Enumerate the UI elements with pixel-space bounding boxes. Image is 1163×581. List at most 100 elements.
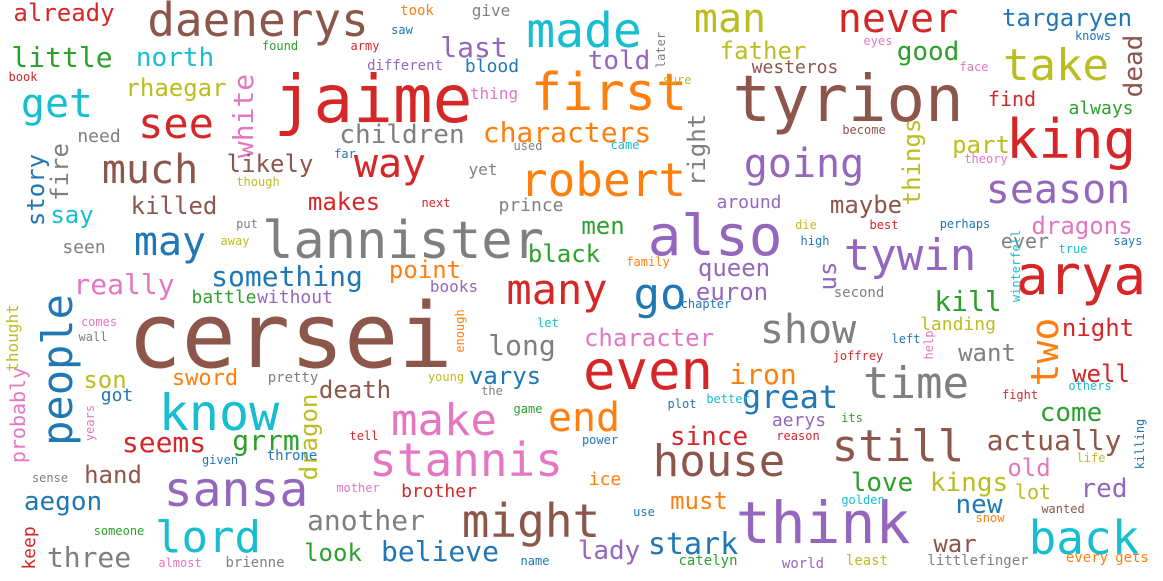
word-may: may [133, 219, 207, 265]
word-dragon: dragon [295, 393, 323, 481]
word-maybe: maybe [829, 191, 903, 219]
word-characters: characters [482, 116, 652, 149]
word-people: people [33, 294, 82, 446]
word-show: show [759, 307, 857, 353]
word-iron: iron [729, 358, 797, 391]
word-much: much [101, 147, 199, 193]
word-around: around [716, 192, 782, 213]
word-love: love [850, 468, 914, 498]
word-next: next [421, 196, 451, 210]
word-later: later [654, 31, 668, 69]
word-face: face [959, 60, 989, 74]
word-far: far [334, 147, 356, 161]
word-winterfell: winterfell [1009, 229, 1023, 303]
word-believe: believe [380, 535, 500, 568]
word-going: going [743, 141, 865, 187]
word-left: left [891, 332, 921, 346]
word-wall: wall [78, 330, 108, 344]
word-tell: tell [349, 429, 379, 443]
word-die: die [795, 218, 817, 232]
word-say: say [50, 201, 94, 229]
word-golden: golden [841, 493, 885, 507]
word-landing: landing [920, 314, 996, 335]
word-wanted: wanted [1041, 502, 1085, 516]
word-great: great [741, 378, 839, 416]
word-queen: queen [697, 254, 771, 282]
word-joffrey: joffrey [832, 349, 884, 363]
word-give: give [471, 1, 511, 20]
word-blood: blood [464, 56, 520, 77]
word-want: want [958, 339, 1016, 367]
word-point: point [388, 256, 462, 284]
word-army: army [350, 39, 380, 53]
word-books: books [429, 277, 479, 296]
word-see: see [138, 99, 214, 148]
word-come: come [1039, 398, 1103, 428]
word-time: time [863, 358, 969, 409]
word-best: best [869, 218, 899, 232]
word-gets: gets [1115, 550, 1149, 566]
word-someone: someone [93, 524, 145, 538]
word-family: family [626, 255, 670, 269]
word-even: even [582, 339, 714, 402]
word-came: came [610, 138, 640, 152]
word-two: two [1023, 317, 1067, 387]
word-probably: probably [6, 366, 30, 464]
word-new: new [955, 490, 1003, 520]
word-white: white [227, 73, 260, 159]
word-death: death [318, 376, 392, 404]
word-man: man [693, 0, 767, 42]
word-always: always [1068, 98, 1134, 119]
word-part: part [952, 131, 1010, 159]
word-dragons: dragons [1031, 212, 1133, 240]
word-get: get [20, 81, 94, 127]
word-prince: prince [498, 195, 564, 216]
word-men: men [581, 212, 625, 240]
word-found: found [261, 39, 299, 53]
word-seen: seen [62, 237, 106, 258]
word-robert: robert [519, 153, 687, 207]
word-stannis: stannis [369, 433, 563, 487]
word-every: every [1065, 550, 1109, 566]
word-took: took [400, 3, 434, 19]
word-use: use [633, 505, 655, 519]
word-might: might [461, 494, 601, 548]
word-brother: brother [401, 481, 477, 502]
word-kings: kings [929, 468, 1009, 498]
word-really: really [73, 268, 175, 301]
word-aerys: aerys [771, 410, 827, 431]
word-lady: lady [577, 536, 641, 566]
word-good: good [896, 37, 960, 67]
word-catelyn: catelyn [678, 553, 738, 569]
word-least: least [845, 553, 889, 569]
word-little: little [11, 41, 113, 74]
word-father: father [719, 37, 807, 65]
word-long: long [488, 329, 556, 362]
word-never: never [837, 0, 959, 42]
word-son: son [83, 366, 127, 394]
word-got: got [100, 385, 134, 406]
word-knows: knows [1074, 29, 1112, 43]
word-true: true [1058, 242, 1088, 256]
word-brienne: brienne [225, 555, 285, 571]
word-book: book [8, 70, 38, 84]
word-says: says [1113, 234, 1143, 248]
word-sense: sense [31, 471, 69, 485]
word-likely: likely [226, 150, 314, 178]
word-children: children [339, 120, 465, 150]
word-war: war [933, 530, 977, 558]
word-cersei: cersei [127, 284, 453, 389]
word-way: way [353, 141, 427, 187]
word-arya: arya [1015, 244, 1147, 307]
word-also: also [647, 204, 783, 269]
word-varys: varys [468, 362, 542, 390]
word-find: find [987, 87, 1037, 111]
word-north: north [135, 43, 215, 73]
word-others: others [1068, 379, 1112, 393]
word-since: since [669, 422, 749, 452]
word-go: go [633, 269, 687, 320]
word-dead: dead [1119, 34, 1149, 98]
word-given: given [201, 453, 239, 467]
word-lord: lord [155, 512, 261, 563]
